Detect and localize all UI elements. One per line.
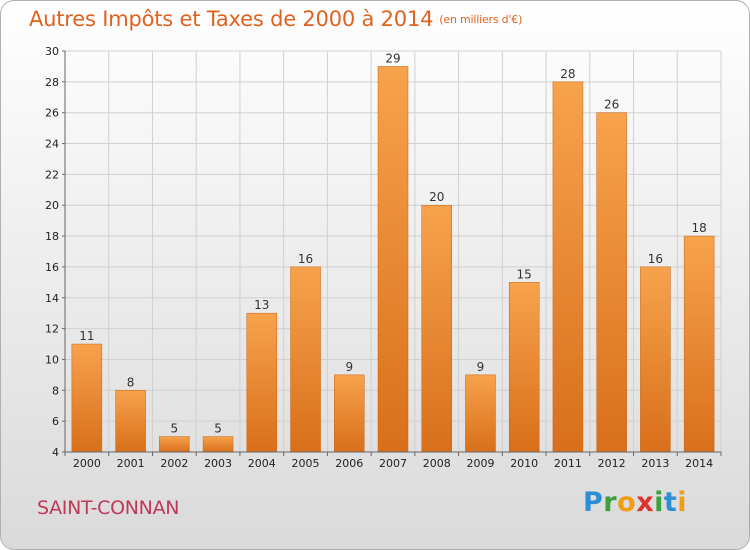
chart-subtitle: (en milliers d'€): [439, 13, 523, 26]
x-tick-label-2004: 2004: [248, 457, 276, 470]
bar-2003: [202, 436, 234, 453]
value-label-2000: 11: [79, 329, 94, 343]
value-label-2010: 15: [517, 267, 532, 281]
y-tick-label: 16: [45, 261, 59, 274]
y-tick-label: 28: [45, 76, 59, 89]
value-label-2004: 13: [254, 298, 269, 312]
chart-title-text: Autres Impôts et Taxes de 2000 à 2014: [29, 7, 434, 31]
x-tick-label-2006: 2006: [335, 457, 363, 470]
logo-letter: i: [677, 487, 688, 518]
bar-2014: [683, 235, 715, 453]
bar-2011: [552, 81, 584, 453]
value-label-2014: 18: [691, 221, 706, 235]
y-tick-label: 18: [45, 230, 59, 243]
bar-2001: [115, 390, 146, 453]
y-tick-label: 4: [52, 446, 59, 459]
x-tick-label-2008: 2008: [423, 457, 451, 470]
chart-title: Autres Impôts et Taxes de 2000 à 2014 (en…: [29, 7, 522, 31]
commune-name: SAINT-CONNAN: [37, 497, 180, 519]
logo-letter: i: [654, 487, 664, 518]
x-tick-label-2001: 2001: [117, 457, 145, 470]
value-label-2007: 29: [385, 51, 400, 65]
proxiti-logo[interactable]: Proxiti: [583, 487, 687, 518]
value-label-2002: 5: [171, 422, 179, 436]
x-tick-label-2000: 2000: [73, 457, 101, 470]
bar-2007: [377, 66, 409, 453]
y-tick-label: 6: [52, 415, 59, 428]
value-label-2011: 28: [560, 67, 575, 81]
bar-2013: [640, 266, 671, 453]
y-tick-label: 30: [45, 45, 59, 58]
bar-2004: [246, 312, 278, 453]
y-tick-label: 8: [52, 384, 59, 397]
value-label-2008: 20: [429, 190, 444, 204]
x-tick-label-2003: 2003: [204, 457, 232, 470]
bar-2005: [290, 266, 321, 453]
bar-2002: [159, 436, 190, 453]
value-label-2006: 9: [345, 360, 353, 374]
value-label-2009: 9: [477, 360, 485, 374]
y-tick-label: 14: [45, 292, 59, 305]
value-label-2001: 8: [127, 375, 135, 389]
logo-letter: t: [663, 487, 678, 518]
x-tick-label-2007: 2007: [379, 457, 407, 470]
x-tick-label-2014: 2014: [685, 457, 713, 470]
bar-2012: [596, 112, 627, 453]
bar-2000: [71, 343, 103, 453]
y-tick-label: 26: [45, 107, 59, 120]
x-tick-label-2012: 2012: [598, 457, 626, 470]
bar-2008: [421, 204, 452, 453]
logo-letter: o: [617, 487, 637, 518]
value-label-2013: 16: [648, 252, 663, 266]
bar-2006: [334, 374, 365, 453]
bar-2009: [465, 374, 496, 453]
x-tick-label-2010: 2010: [510, 457, 538, 470]
y-tick-label: 24: [45, 138, 59, 151]
value-label-2012: 26: [604, 98, 619, 112]
x-tick-label-2011: 2011: [554, 457, 582, 470]
y-tick-label: 12: [45, 323, 59, 336]
bar-2010: [508, 282, 540, 453]
value-label-2003: 5: [214, 422, 222, 436]
x-tick-label-2013: 2013: [641, 457, 669, 470]
x-tick-label-2002: 2002: [160, 457, 188, 470]
logo-letter: P: [583, 487, 604, 518]
x-tick-label-2009: 2009: [466, 457, 494, 470]
x-tick-label-2005: 2005: [292, 457, 320, 470]
y-tick-label: 20: [45, 199, 59, 212]
logo-letter: x: [636, 487, 655, 518]
value-label-2005: 16: [298, 252, 313, 266]
logo-letter: r: [603, 487, 618, 518]
y-tick-label: 10: [45, 353, 59, 366]
y-tick-label: 22: [45, 168, 59, 181]
